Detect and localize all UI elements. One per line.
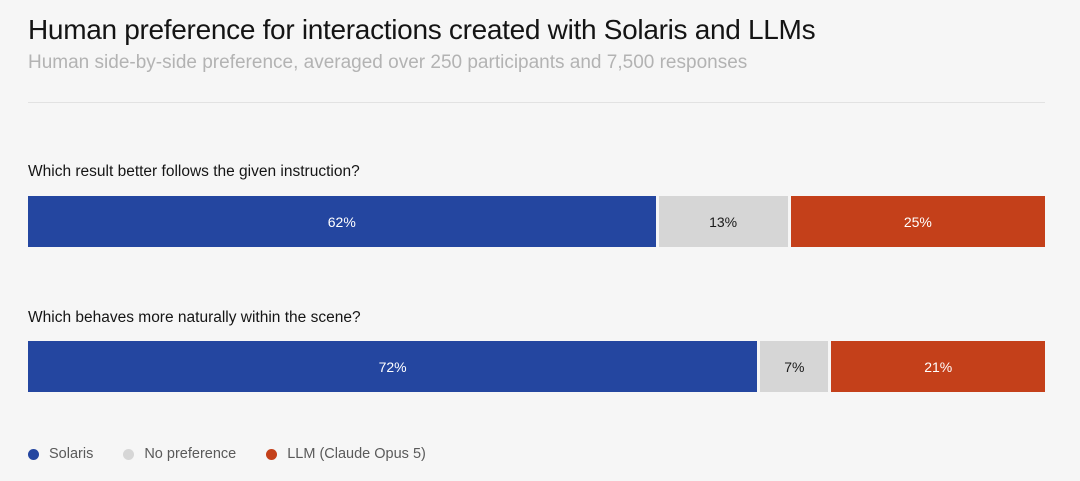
chart-subtitle: Human side-by-side preference, averaged … — [28, 52, 748, 73]
data-label-no-preference: 7% — [784, 358, 805, 375]
legend-swatch-solaris — [28, 448, 39, 460]
legend-label-llm: LLM (Claude Opus 5) — [287, 446, 426, 462]
chart-legend: Solaris No preference LLM (Claude Opus 5… — [28, 446, 456, 462]
data-label-solaris: 62% — [327, 213, 356, 230]
legend-item-solaris: Solaris — [28, 446, 93, 462]
header-divider — [28, 102, 1045, 103]
bar-segment-solaris: 62% — [28, 196, 656, 247]
data-label-no-preference: 13% — [709, 213, 738, 230]
data-label-llm: 25% — [903, 213, 932, 230]
legend-label-no-preference: No preference — [144, 446, 237, 462]
question-label-natural: Which behaves more naturally within the … — [28, 309, 361, 326]
bar-segment-llm: 25% — [790, 196, 1045, 247]
question-label-instruction: Which result better follows the given in… — [28, 163, 360, 180]
bar-segment-llm: 21% — [831, 341, 1045, 392]
bar-segment-solaris: 72% — [28, 341, 758, 392]
stacked-bar-instruction: 62% 13% 25% — [28, 196, 1045, 247]
data-label-solaris: 72% — [378, 358, 407, 375]
legend-swatch-no-preference — [123, 448, 135, 460]
data-label-llm: 21% — [924, 358, 953, 375]
legend-item-llm: LLM (Claude Opus 5) — [266, 446, 426, 462]
chart-title: Human preference for interactions create… — [28, 14, 816, 45]
legend-label-solaris: Solaris — [49, 446, 94, 462]
legend-item-no-preference: No preference — [123, 446, 236, 462]
stacked-bar-natural: 72% 7% 21% — [28, 341, 1045, 392]
bar-segment-no-preference: 13% — [658, 196, 788, 247]
bar-segment-no-preference: 7% — [760, 341, 829, 392]
legend-swatch-llm — [266, 448, 278, 460]
